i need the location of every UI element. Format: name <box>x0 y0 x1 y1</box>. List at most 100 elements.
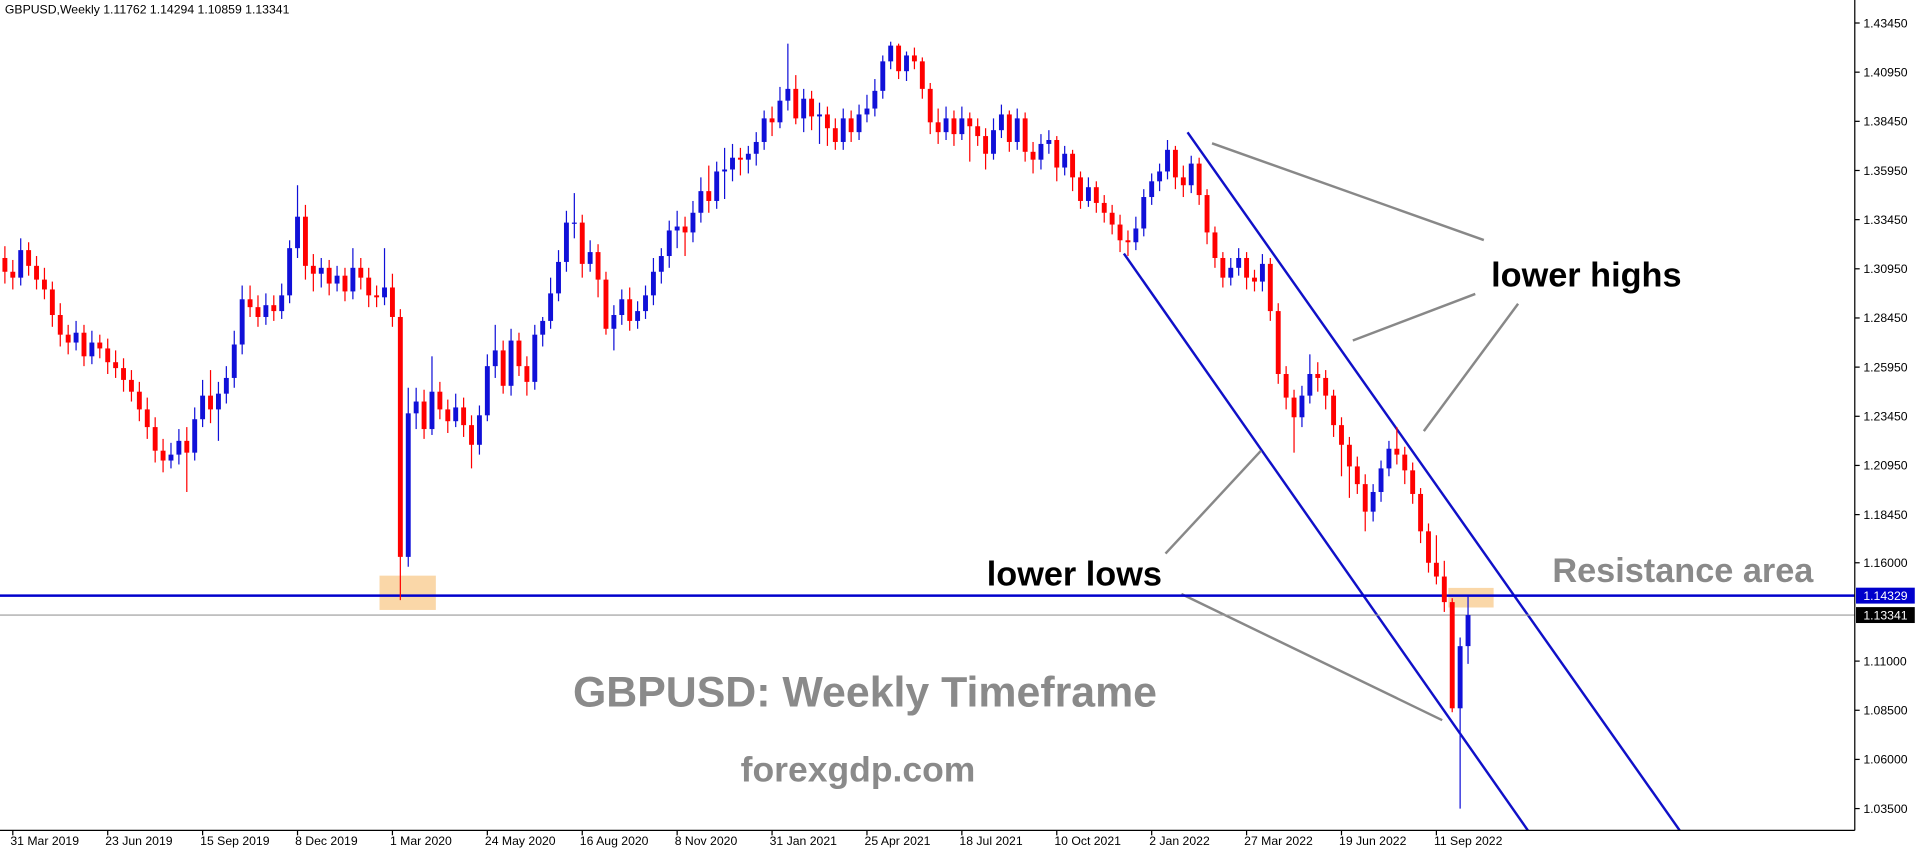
candle-body <box>896 45 902 72</box>
x-tick-label: 11 Sep 2022 <box>1434 834 1503 848</box>
annotation: lower highs <box>1491 257 1681 295</box>
candle-body <box>97 342 103 349</box>
candle-body <box>374 295 380 298</box>
candle-body <box>1014 118 1020 142</box>
candle-body <box>342 275 348 292</box>
candle-body <box>1252 277 1257 282</box>
candle-body <box>200 395 206 420</box>
candle-body <box>674 226 680 231</box>
candle-body <box>856 114 862 133</box>
candle-body <box>350 267 356 292</box>
candle-body <box>81 332 87 357</box>
pointer-line <box>1422 303 1520 432</box>
candle-body <box>208 395 213 410</box>
plot <box>0 41 1855 809</box>
candle-body <box>983 136 989 154</box>
candle-body <box>136 391 142 410</box>
candle-body <box>1267 263 1273 312</box>
candle-body <box>1457 646 1463 709</box>
candle-body <box>603 279 609 329</box>
candle-body <box>935 122 941 133</box>
candle-body <box>1346 444 1352 467</box>
candle-body <box>1275 311 1281 375</box>
candle-body <box>1315 374 1321 378</box>
candle-body <box>1339 425 1344 445</box>
candle-body <box>492 350 498 367</box>
candle-body <box>263 305 269 317</box>
channel-line <box>1186 131 1681 832</box>
candle-body <box>650 271 656 296</box>
y-tick-label: 1.08500 <box>1863 704 1907 718</box>
y-tick-label: 1.40950 <box>1863 65 1907 79</box>
candle-body <box>49 289 55 316</box>
candle-body <box>840 118 846 142</box>
y-tick-label: 1.18450 <box>1863 508 1907 522</box>
candle-body <box>113 362 119 369</box>
candle-body <box>516 340 522 367</box>
candle-body <box>1141 197 1147 229</box>
candle-body <box>65 334 71 343</box>
candle-body <box>128 379 134 392</box>
candle-body <box>1046 140 1052 144</box>
candle-body <box>817 114 822 117</box>
candle-body <box>1244 257 1250 278</box>
candle-body <box>1433 562 1439 577</box>
candle-body <box>1220 257 1226 278</box>
candle-body <box>627 299 633 321</box>
candle-body <box>532 334 538 382</box>
candle-body <box>824 114 830 129</box>
candle-body <box>453 407 459 422</box>
candle-body <box>1085 187 1091 201</box>
candle-body <box>761 118 767 142</box>
candle-body <box>1062 153 1068 168</box>
candle-body <box>334 275 340 284</box>
candle-body <box>223 377 229 394</box>
candle-body <box>959 118 965 135</box>
candle-body <box>777 100 783 123</box>
y-tick-label: 1.03500 <box>1863 802 1907 816</box>
candle-body <box>121 368 126 380</box>
candle-body <box>635 311 641 321</box>
price-label: 1.13341 <box>1863 608 1907 622</box>
candle-body <box>587 252 593 264</box>
candle-body <box>1441 576 1447 603</box>
candle-body <box>1054 140 1060 168</box>
candle-body <box>785 88 791 101</box>
y-tick-label: 1.35950 <box>1863 164 1907 178</box>
candle-body <box>1109 212 1115 225</box>
candle-body <box>1204 195 1210 233</box>
candle-body <box>144 409 150 428</box>
candle-body <box>1006 114 1012 142</box>
candle-body <box>239 299 245 345</box>
y-tick-label: 1.25950 <box>1863 360 1907 374</box>
annotation: forexgdp.com <box>741 749 976 789</box>
candle-body <box>366 277 372 296</box>
candle-body <box>991 130 996 154</box>
candle-body <box>1180 177 1186 186</box>
candle-body <box>1465 615 1471 647</box>
candle-body <box>769 118 775 123</box>
candle-body <box>911 55 917 62</box>
candle-body <box>397 316 403 557</box>
candle-body <box>382 287 387 298</box>
candle-body <box>1449 602 1455 709</box>
candle-body <box>943 118 949 133</box>
y-tick-label: 1.30950 <box>1863 262 1907 276</box>
candle-body <box>1188 163 1194 186</box>
candle-body <box>1133 228 1139 243</box>
candle-body <box>730 157 735 170</box>
candle-body <box>975 126 981 137</box>
candle-body <box>1070 153 1076 178</box>
candle-body <box>904 55 909 72</box>
x-tick-label: 8 Dec 2019 <box>295 834 358 848</box>
candle-body <box>429 391 435 430</box>
candle-body <box>1149 181 1155 198</box>
candle-body <box>1212 232 1218 258</box>
x-tick-label: 8 Nov 2020 <box>675 834 738 848</box>
candle-body <box>998 114 1004 131</box>
highlight-box <box>1448 587 1494 608</box>
y-tick-label: 1.23450 <box>1863 410 1907 424</box>
price-label-box <box>1856 587 1915 604</box>
